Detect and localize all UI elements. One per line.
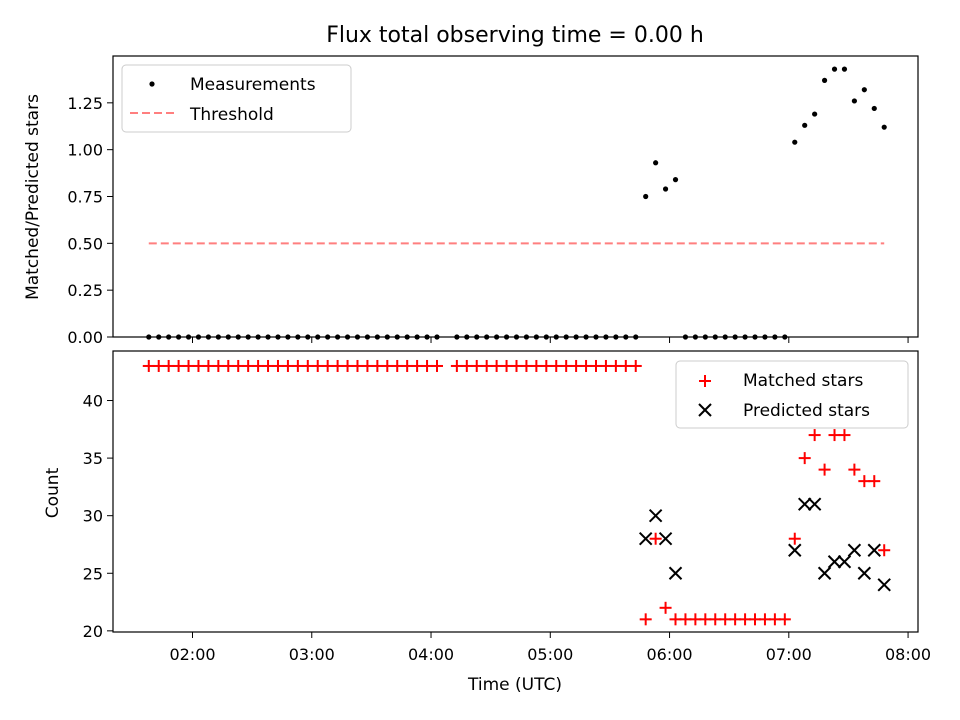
bottom-plot-frame: [112, 350, 919, 633]
bottom-plot: 20 25 30 35 40 02:00 03:00 04:00 05:00 06:00 07:0…: [43, 350, 931, 695]
measurement-point: [871, 105, 877, 112]
matched-star-point: [848, 463, 861, 476]
predicted-star-point: [638, 532, 653, 546]
legend-label-matched: Matched stars: [743, 371, 863, 391]
matched-star-point: [818, 463, 831, 476]
measurement-point: [662, 186, 669, 192]
measurement-point: [841, 66, 848, 72]
matched-star-point: [659, 601, 672, 614]
x-tick-label: 07:00: [766, 645, 812, 664]
y-tick-label: 35: [83, 449, 103, 468]
predicted-star-point: [658, 532, 673, 546]
x-tick-label: 08:00: [885, 645, 931, 664]
legend-marker-matched: [699, 375, 711, 387]
predicted-star-point: [857, 566, 872, 580]
bottom-legend: Matched stars Predicted stars: [675, 360, 909, 429]
predicted-star-point: [877, 578, 891, 592]
legend-label-measurements: Measurements: [190, 75, 316, 95]
x-tick-label: 04:00: [408, 645, 454, 664]
measurement-point: [831, 66, 838, 72]
predicted-star-point: [837, 555, 852, 569]
y-tick-label: 0.75: [67, 188, 103, 207]
predicted-star-point: [788, 543, 802, 557]
x-tick-label: 03:00: [289, 645, 335, 664]
chart-title: Flux total observing time = 0.00 h: [326, 23, 704, 48]
y-tick-label: 25: [83, 564, 103, 583]
matched-star-point: [878, 544, 891, 557]
matched-star-point: [868, 475, 881, 488]
matched-star-point: [798, 452, 811, 465]
predicted-star-point: [847, 543, 862, 557]
predicted-star-point: [797, 497, 812, 511]
legend-marker-measurements: [149, 81, 155, 87]
y-tick-label: 40: [83, 392, 103, 411]
y-tick-label: 1.25: [67, 94, 103, 113]
matched-star-point: [629, 359, 642, 372]
bottom-y-axis-label: Count: [43, 467, 63, 518]
measurement-point: [821, 77, 828, 83]
y-tick-label: 0.25: [67, 281, 103, 300]
predicted-star-point: [807, 497, 822, 511]
predicted-star-point: [817, 566, 832, 580]
matched-star-point: [788, 532, 801, 545]
predicted-star-point: [827, 555, 842, 569]
y-tick-label: 20: [83, 622, 103, 641]
bottom-legend-box: [675, 360, 909, 429]
x-tick-label: 02:00: [169, 645, 215, 664]
measurement-point: [851, 98, 857, 104]
legend-marker-predicted: [698, 403, 712, 417]
x-axis-label: Time (UTC): [467, 675, 562, 695]
matched-star-point: [778, 613, 791, 626]
legend-label-predicted: Predicted stars: [743, 401, 870, 421]
predicted-star-point: [668, 566, 683, 580]
y-tick-label: 0.50: [67, 234, 103, 253]
predicted-star-point: [648, 508, 663, 523]
measurement-point: [643, 193, 649, 200]
matched-star-point: [430, 359, 443, 372]
measurement-point: [881, 124, 887, 130]
y-tick-label: 0.00: [67, 328, 103, 347]
measurement-point: [653, 160, 659, 166]
measurement-point: [812, 111, 818, 117]
top-y-axis-label: Matched/Predicted stars: [23, 94, 43, 300]
x-tick-label: 05:00: [527, 645, 573, 664]
matched-star-point: [838, 429, 851, 442]
y-tick-label: 30: [83, 507, 103, 526]
measurement-point: [672, 177, 679, 183]
matched-star-point: [639, 613, 652, 626]
y-tick-label: 1.00: [67, 141, 103, 160]
measurement-point: [802, 122, 808, 128]
matched-star-point: [649, 532, 662, 545]
matched-star-point: [808, 429, 821, 442]
legend-label-threshold: Threshold: [189, 105, 274, 125]
top-plot: 0.00 0.25 0.50 0.75 1.00 1.25 Matched/Predict…: [23, 55, 919, 347]
x-tick-label: 06:00: [646, 645, 692, 664]
top-legend-box: [121, 64, 352, 133]
measurement-point: [792, 139, 798, 145]
measurement-point: [861, 87, 867, 93]
top-legend: Measurements Threshold: [121, 64, 352, 133]
predicted-star-point: [867, 543, 881, 557]
